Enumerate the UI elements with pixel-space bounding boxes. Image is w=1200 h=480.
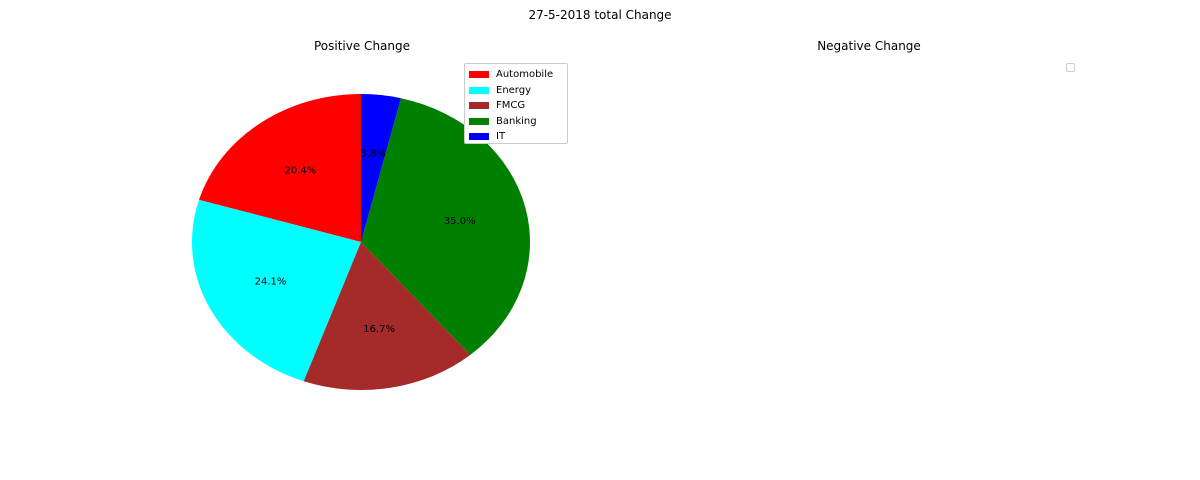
legend-item-automobile: Automobile — [469, 67, 567, 83]
pie-label-automobile: 20.4% — [285, 165, 317, 176]
legend-label-energy: Energy — [496, 84, 532, 96]
legend-swatch-banking — [469, 117, 489, 125]
legend-item-it: IT — [469, 129, 567, 145]
negative-chart-title: Negative Change — [817, 39, 921, 53]
pie-slice-energy — [192, 199, 361, 382]
positive-chart-legend: Automobile Energy FMCG Banking IT — [464, 63, 568, 144]
legend-item-energy: Energy — [469, 83, 567, 99]
legend-swatch-energy — [469, 86, 489, 94]
legend-swatch-fmcg — [469, 102, 489, 110]
legend-swatch-it — [469, 133, 489, 141]
figure-title: 27-5-2018 total Change — [528, 8, 672, 22]
pie-label-banking: 35.0% — [444, 216, 476, 227]
legend-swatch-automobile — [469, 71, 489, 79]
legend-label-it: IT — [496, 131, 506, 143]
pie-label-energy: 24.1% — [255, 277, 287, 288]
negative-chart-legend — [1066, 63, 1075, 72]
positive-chart-title: Positive Change — [313, 39, 411, 53]
legend-label-automobile: Automobile — [496, 69, 554, 81]
pie-slice-it — [361, 94, 401, 242]
legend-label-banking: Banking — [496, 115, 537, 127]
legend-label-fmcg: FMCG — [496, 100, 526, 112]
legend-item-fmcg: FMCG — [469, 98, 567, 114]
pie-slice-fmcg — [303, 242, 471, 390]
pie-slice-automobile — [199, 94, 361, 242]
pie-label-it: 3.8% — [360, 148, 385, 159]
pie-label-fmcg: 16.7% — [363, 324, 395, 335]
pie-slice-banking — [361, 98, 530, 355]
legend-item-banking: Banking — [469, 114, 567, 130]
